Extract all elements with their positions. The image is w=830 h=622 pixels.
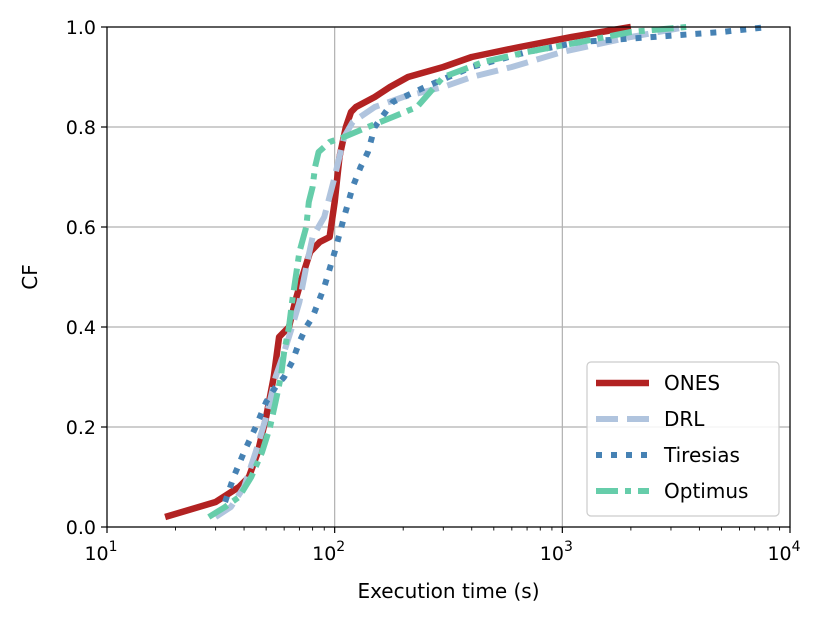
y-tick-label: 0.8 (66, 117, 96, 139)
x-tick-label: 104 (767, 539, 800, 565)
x-tick-base: 10 (540, 543, 564, 565)
y-axis-label: CF (18, 264, 42, 289)
y-tick-label: 0.2 (66, 417, 96, 439)
series-lines (164, 23, 769, 521)
x-tick-base: 10 (312, 543, 336, 565)
y-tick-label: 0.0 (66, 517, 96, 539)
x-tick-exponent: 1 (109, 539, 118, 555)
x-axis-label: Execution time (s) (357, 579, 539, 603)
series-line-drl (213, 24, 687, 520)
legend-box (586, 361, 780, 517)
x-tick-label: 103 (540, 539, 573, 565)
x-tick-base: 10 (84, 543, 108, 565)
x-tick-label: 102 (312, 539, 345, 565)
y-tick-label: 0.6 (66, 217, 96, 239)
y-tick-label: 1.0 (66, 17, 96, 39)
legend: ONES DRL Tiresias Optimus (586, 361, 780, 517)
x-tick-exponent: 3 (564, 539, 573, 555)
x-tick-base: 10 (767, 543, 791, 565)
legend-label-ones: ONES (664, 371, 720, 395)
legend-label-drl: DRL (664, 407, 705, 431)
series-line-optimus (207, 24, 687, 520)
y-tick-label: 0.4 (66, 317, 96, 339)
plot-frame (106, 26, 791, 528)
x-tick-exponent: 2 (336, 539, 345, 555)
x-tick-exponent: 4 (792, 539, 801, 555)
x-tick-label: 101 (84, 539, 117, 565)
legend-label-optimus: Optimus (664, 479, 748, 503)
series-line-ones (164, 23, 632, 521)
legend-label-tiresias: Tiresias (663, 443, 740, 467)
